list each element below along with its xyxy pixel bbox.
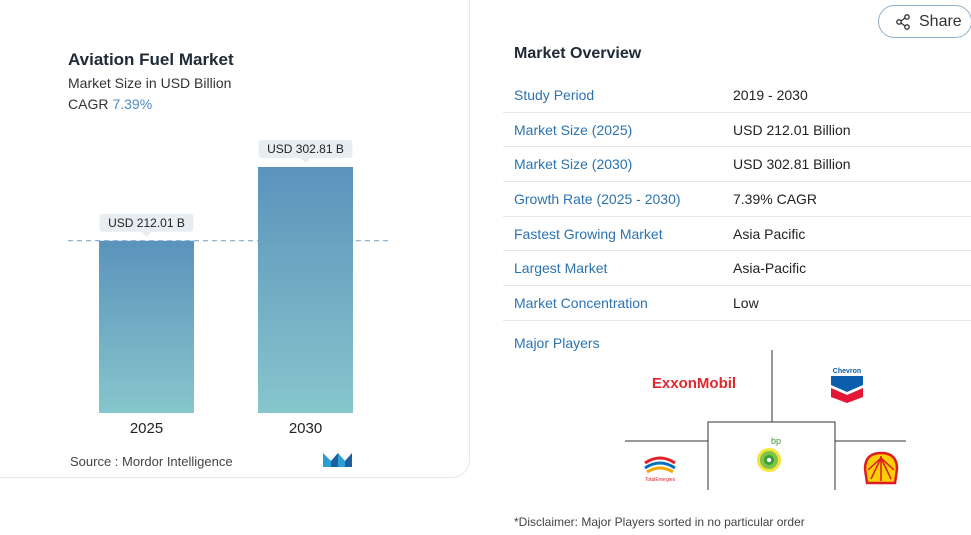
overview-row: Market Size (2025) USD 212.01 Billion: [503, 113, 971, 148]
overview-label[interactable]: Market Concentration: [514, 294, 648, 311]
data-label-pointer: [300, 158, 311, 163]
shell-logo-icon: [863, 451, 899, 485]
x-tick-label: 2030: [289, 420, 322, 437]
bar-chart: USD 212.01 B 2025 USD 302.81 B 2030: [68, 140, 388, 437]
grid-box: [707, 421, 836, 490]
overview-value: Low: [733, 294, 759, 311]
market-overview-table: Study Period 2019 - 2030 Market Size (202…: [503, 78, 971, 321]
overview-value: 2019 - 2030: [733, 86, 808, 103]
exxonmobil-logo: ExxonMobil: [652, 375, 736, 392]
share-label: Share: [919, 12, 962, 30]
bar: [99, 240, 194, 413]
data-label: USD 212.01 B: [108, 216, 185, 230]
major-players-title[interactable]: Major Players: [514, 335, 600, 351]
overview-label[interactable]: Fastest Growing Market: [514, 225, 663, 242]
overview-row: Market Size (2030) USD 302.81 Billion: [503, 147, 971, 183]
overview-label[interactable]: Growth Rate (2025 - 2030): [514, 190, 681, 207]
mordor-logo-icon: [323, 453, 352, 467]
cagr-value: 7.39%: [112, 96, 153, 112]
overview-label[interactable]: Market Size (2025): [514, 121, 633, 138]
overview-row: Market Concentration Low: [503, 286, 971, 321]
overview-label[interactable]: Largest Market: [514, 260, 608, 277]
chevron-logo-text: Chevron: [833, 368, 861, 375]
overview-row: Study Period 2019 - 2030: [503, 78, 971, 113]
overview-value: Asia-Pacific: [733, 260, 807, 277]
overview-value: USD 302.81 Billion: [733, 156, 851, 173]
chevron-logo: Chevron: [831, 368, 863, 403]
x-tick-label: 2025: [130, 420, 163, 437]
disclaimer: *Disclaimer: Major Players sorted in no …: [514, 515, 805, 529]
cagr-label: CAGR: [68, 96, 109, 112]
bar: [258, 167, 353, 413]
share-button[interactable]: Share: [878, 5, 971, 38]
share-icon: [896, 13, 910, 30]
data-label-bg: [99, 213, 194, 232]
chart-title: Aviation Fuel Market: [68, 50, 234, 69]
overview-row: Largest Market Asia-Pacific: [503, 251, 971, 287]
overview-label[interactable]: Market Size (2030): [514, 156, 633, 173]
cagr-line: CAGR 7.39%: [68, 96, 152, 112]
overview-value: USD 212.01 Billion: [733, 121, 851, 138]
chart-subtitle: Market Size in USD Billion: [68, 75, 232, 91]
major-players-grid: ExxonMobil Chevron bp TotalEnergies: [625, 350, 906, 490]
overview-value: Asia Pacific: [733, 225, 806, 242]
overview-row: Fastest Growing Market Asia Pacific: [503, 217, 971, 252]
totalenergies-logo-text: TotalEnergies: [645, 477, 676, 483]
overview-row: Growth Rate (2025 - 2030) 7.39% CAGR: [503, 182, 971, 217]
data-label: USD 302.81 B: [267, 142, 344, 156]
overview-label[interactable]: Study Period: [514, 86, 595, 103]
market-overview-title: Market Overview: [514, 45, 642, 62]
chart-card: [0, 0, 470, 478]
data-label-pointer: [141, 231, 152, 237]
overview-value: 7.39% CAGR: [733, 190, 818, 207]
chart-source: Source : Mordor Intelligence: [70, 454, 233, 469]
data-label-bg: [258, 140, 353, 158]
bp-logo: bp: [757, 436, 781, 472]
bp-logo-text: bp: [771, 436, 781, 446]
totalenergies-logo: TotalEnergies: [644, 456, 676, 483]
